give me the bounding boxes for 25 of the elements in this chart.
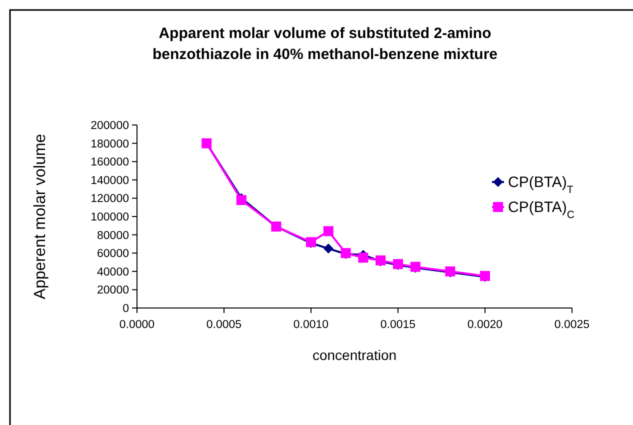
x-tick-label: 0.0025	[554, 319, 590, 331]
y-tick-label: 140000	[90, 174, 129, 187]
x-tick-label: 0.0005	[206, 319, 242, 331]
y-tick-label: 120000	[90, 193, 129, 206]
y-axis-title: Apperent molar volume	[32, 134, 49, 300]
y-tick-label: 20000	[97, 284, 129, 297]
x-tick-label: 0.0020	[467, 319, 503, 331]
y-tick-label: 100000	[90, 212, 129, 224]
point	[323, 226, 334, 236]
x-tick-label: 0.0010	[293, 319, 329, 331]
legend-label: CP(BTA)$_{C}$	[508, 199, 575, 221]
y-tick-label: 180000	[90, 138, 129, 150]
y-tick-label: 0	[122, 303, 129, 315]
y-tick-label: 160000	[90, 156, 129, 169]
point	[358, 252, 368, 263]
y-tick-label: 200000	[90, 120, 129, 132]
x-tick-label: 0.0000	[119, 319, 155, 331]
x-tick-label: 0.0015	[380, 319, 416, 331]
y-tick-label: 60000	[97, 248, 129, 260]
x-axis-title: concentration	[312, 347, 397, 363]
y-tick-label: 80000	[97, 230, 129, 242]
legend-label: CP(BTA)$_{T}$	[508, 174, 574, 196]
y-tick-label: 40000	[97, 266, 129, 278]
point	[323, 244, 334, 254]
chart-title: Apparent molar volume of substituted 2-amino benzothiazole in 40% methanol-benzene mixture	[152, 25, 498, 63]
